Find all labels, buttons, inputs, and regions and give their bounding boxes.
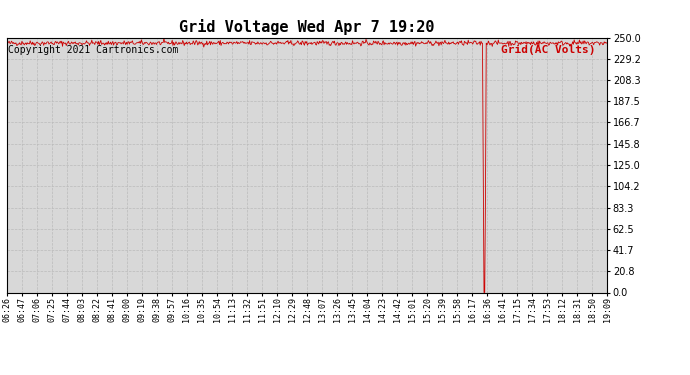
Text: Grid(AC Volts): Grid(AC Volts) xyxy=(501,45,595,55)
Text: Copyright 2021 Cartronics.com: Copyright 2021 Cartronics.com xyxy=(8,45,179,55)
Title: Grid Voltage Wed Apr 7 19:20: Grid Voltage Wed Apr 7 19:20 xyxy=(179,19,435,35)
